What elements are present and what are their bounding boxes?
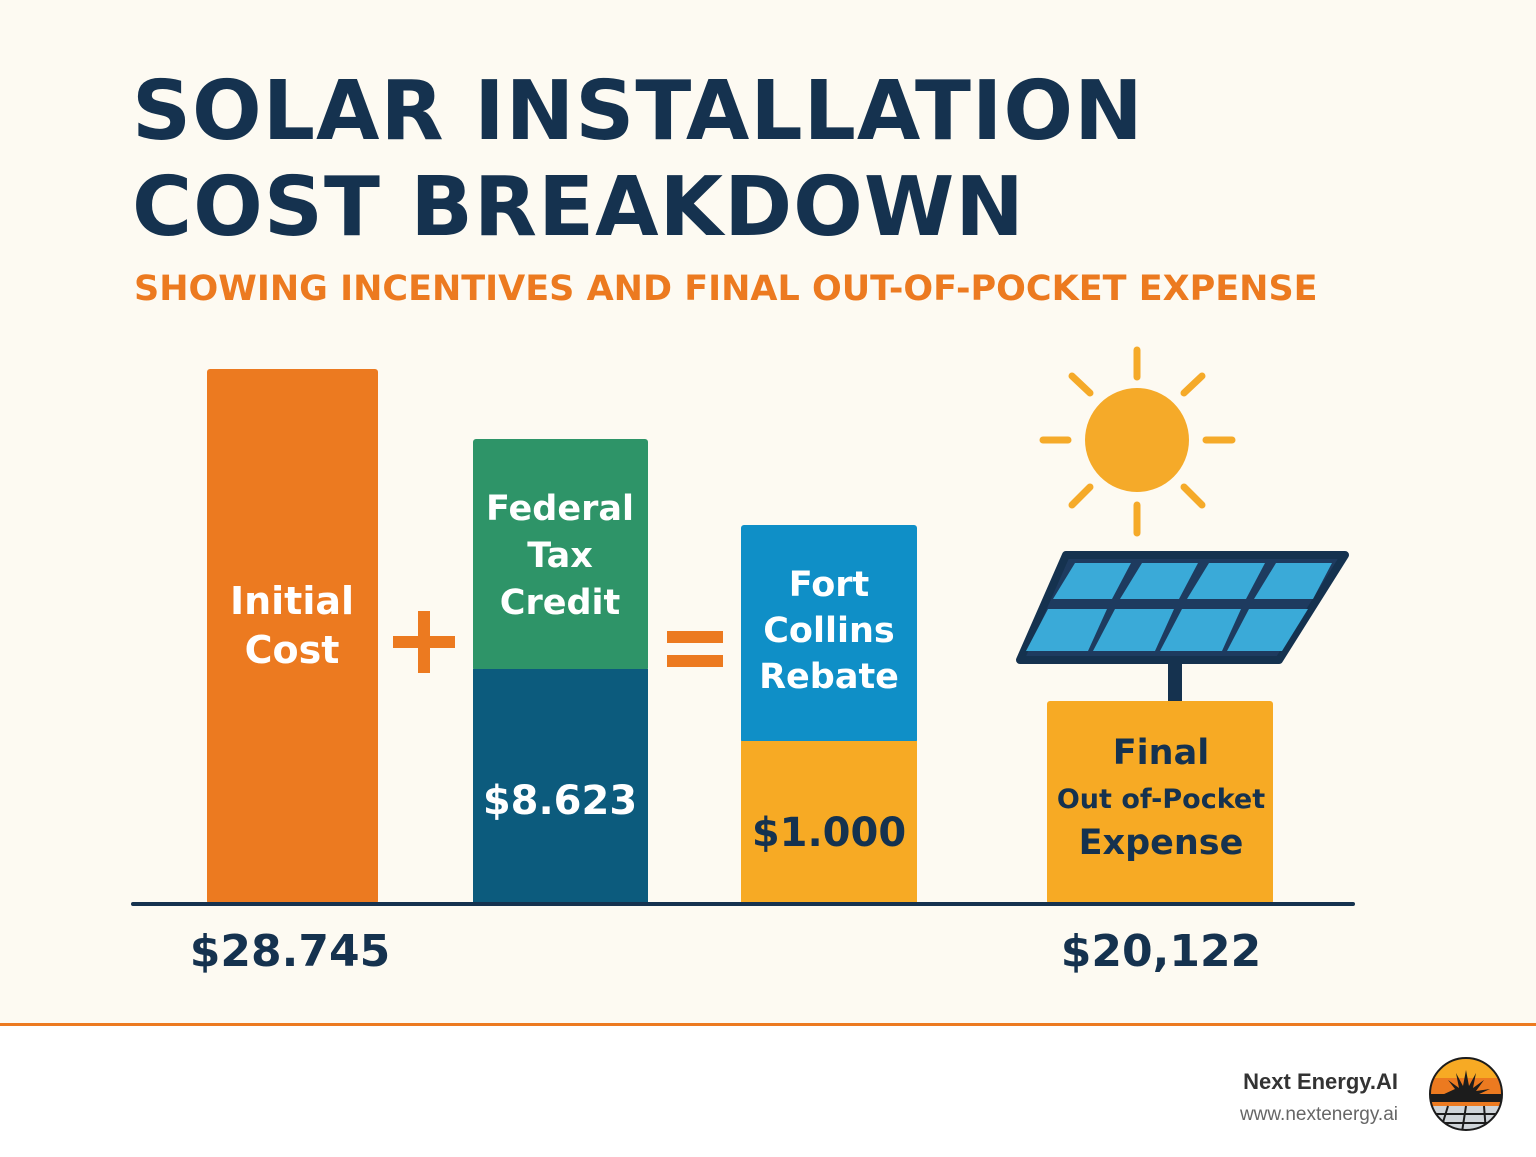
bar-final-expense-label-line-3: Expense (1079, 823, 1244, 863)
bar-fort-collins-rebate-bottom (741, 741, 917, 904)
equals-operator-top (667, 631, 723, 643)
brand-name: Next Energy.AI (1243, 1069, 1398, 1094)
bar-federal-tax-credit-value: $8.623 (483, 778, 637, 824)
bar-fort-collins-rebate-label-line-1: Fort (789, 565, 870, 605)
bar-federal-tax-credit-label-line-3: Credit (500, 583, 620, 623)
bar-federal-tax-credit: Federal Tax Credit $8.623 (473, 439, 648, 904)
solar-panel-icon (1016, 551, 1349, 704)
bar-federal-tax-credit-top (473, 439, 648, 671)
chart-subtitle: SHOWING INCENTIVES AND FINAL OUT-OF-POCK… (134, 269, 1318, 309)
bar-initial-cost-fill (207, 369, 378, 904)
brand-url[interactable]: www.nextenergy.ai (1239, 1104, 1398, 1125)
bar-fort-collins-rebate-top (741, 525, 917, 743)
chart-baseline (131, 902, 1355, 906)
bar-final-expense-fill (1047, 701, 1273, 904)
cost-breakdown-chart: Initial Cost Federal Tax Credit $8.623 F… (131, 346, 1355, 977)
bar-federal-tax-credit-label-line-1: Federal (486, 489, 634, 529)
chart-title: SOLAR INSTALLATION COST BREAKDOWN (132, 64, 1144, 256)
solar-panel-pole (1168, 658, 1182, 704)
bar-final-expense-value: $20,122 (1061, 926, 1261, 977)
title-line-1: SOLAR INSTALLATION (132, 64, 1144, 159)
bar-federal-tax-credit-bottom (473, 669, 648, 904)
bar-final-expense-label-line-2: Out of-Pocket (1057, 784, 1265, 815)
equals-operator-bottom (667, 655, 723, 667)
solar-panel-cells (1026, 563, 1332, 651)
equals-operator (667, 631, 723, 667)
bar-fort-collins-rebate: Fort Collins Rebate $1.000 (741, 525, 917, 904)
title-line-2: COST BREAKDOWN (132, 160, 1025, 255)
bar-federal-tax-credit-label-line-2: Tax (527, 536, 593, 576)
bar-initial-cost: Initial Cost (207, 369, 378, 904)
bar-initial-cost-label-line-2: Cost (245, 628, 340, 672)
plus-operator (393, 611, 455, 673)
next-energy-logo-icon (1429, 1057, 1503, 1131)
bar-fort-collins-rebate-label-line-2: Collins (763, 611, 894, 651)
bar-fort-collins-rebate-label-line-3: Rebate (759, 657, 899, 697)
plus-operator-vertical (418, 611, 430, 673)
bar-final-expense-label-line-1: Final (1113, 733, 1209, 773)
bar-initial-cost-label-line-1: Initial (230, 579, 354, 623)
bar-final-expense: Final Out of-Pocket Expense (1047, 701, 1273, 904)
bar-fort-collins-rebate-value: $1.000 (752, 810, 906, 856)
bar-initial-cost-value: $28.745 (190, 926, 390, 977)
sun-icon (1039, 346, 1236, 537)
footer: Next Energy.AI www.nextenergy.ai (0, 1023, 1536, 1157)
